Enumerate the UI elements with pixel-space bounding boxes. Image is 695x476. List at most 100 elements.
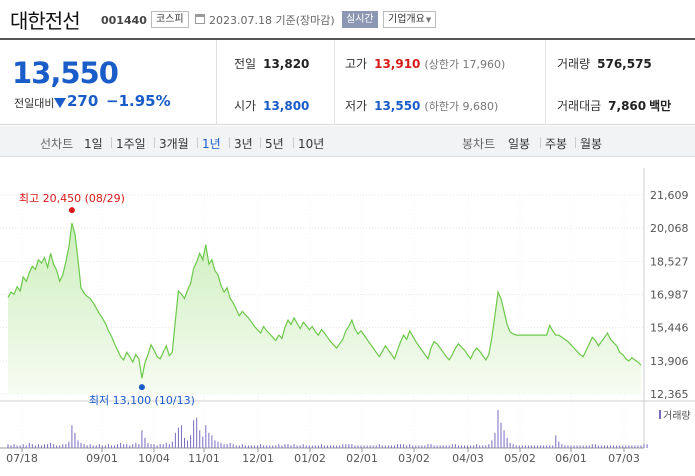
stat-open: 시가 13,800 — [234, 97, 309, 114]
volume-bar — [89, 444, 91, 448]
volume-bar — [418, 445, 420, 448]
stat-prev-close: 전일 13,820 — [234, 55, 309, 72]
volume-bar — [311, 445, 313, 448]
period-item[interactable]: 5년 — [265, 137, 284, 151]
candle-item[interactable]: 일봉 — [508, 137, 531, 151]
volume-bar — [463, 445, 465, 448]
period-item[interactable]: 10년 — [298, 137, 325, 151]
volume-bar — [232, 444, 234, 448]
volume-bar — [293, 444, 295, 448]
volume-bar — [180, 425, 182, 448]
volume-bar — [53, 444, 55, 448]
volume-bar — [196, 417, 198, 448]
volume-bar — [202, 436, 204, 448]
volume-bar — [47, 444, 49, 448]
volume-bar — [37, 444, 39, 448]
volume-bar — [506, 437, 508, 448]
volume-bar — [211, 435, 213, 448]
volume-bar — [393, 445, 395, 448]
stat-label: 전일 — [234, 57, 257, 71]
volume-bar — [384, 445, 386, 448]
volume-bar — [357, 445, 359, 448]
volume-bar — [135, 442, 137, 448]
volume-bar — [156, 445, 158, 448]
current-price-box: 13,550 전일대비 270 −1.95% — [0, 40, 217, 125]
period-item[interactable]: 3년 — [234, 137, 253, 151]
period-item[interactable]: 1일 — [84, 137, 103, 151]
volume-bar — [299, 445, 301, 448]
line-chart-label: 선차트 — [40, 137, 74, 151]
period-separator — [260, 137, 261, 148]
volume-bar — [460, 445, 462, 448]
volume-bar — [314, 445, 316, 448]
lower-limit: (하한가 9,680) — [424, 100, 499, 113]
volume-bar — [260, 444, 262, 448]
volume-bar — [607, 445, 609, 448]
volume-bar — [366, 445, 368, 448]
x-tick-label: 06/01 — [555, 452, 587, 465]
stat-volume: 거래량 576,575 — [557, 55, 652, 72]
volume-bar — [436, 445, 438, 448]
volume-bar — [80, 442, 82, 448]
change-rate: −1.95% — [106, 92, 171, 110]
candle-chart-label: 봉차트 — [462, 137, 496, 151]
volume-bar — [628, 445, 630, 448]
volume-bar — [257, 445, 259, 448]
volume-bar — [296, 445, 298, 448]
volume-bar — [412, 445, 414, 448]
down-arrow-icon — [54, 98, 66, 108]
stat-value: 13,800 — [263, 99, 310, 113]
high-label: 최고 20,450 (08/29) — [19, 192, 125, 205]
volume-bar — [588, 445, 590, 448]
x-tick-label: 04/03 — [452, 452, 484, 465]
volume-bar — [287, 444, 289, 448]
volume-bar — [187, 440, 189, 448]
volume-bar — [220, 442, 222, 448]
volume-bar — [153, 444, 155, 448]
volume-bar — [403, 444, 405, 448]
volume-bar — [372, 445, 374, 448]
stat-label: 시가 — [234, 99, 257, 113]
realtime-button[interactable]: 실시간 — [342, 11, 378, 28]
period-separator — [229, 137, 230, 148]
price-change: 270 — [67, 92, 99, 110]
volume-bar — [250, 445, 252, 448]
volume-bar — [537, 445, 539, 448]
column-divider — [334, 40, 335, 125]
volume-bar — [616, 445, 618, 448]
volume-bar — [123, 444, 125, 448]
volume-bar — [324, 445, 325, 448]
volume-bar — [199, 430, 201, 448]
volume-bar — [631, 445, 633, 448]
period-item[interactable]: 1주일 — [116, 137, 146, 151]
volume-bar — [254, 445, 256, 448]
period-separator — [540, 137, 541, 148]
volume-bar — [50, 442, 52, 448]
volume-bar — [13, 444, 15, 448]
volume-bar — [485, 445, 487, 448]
company-overview-dropdown[interactable]: 기업개요▼ — [383, 11, 437, 28]
volume-bar — [552, 445, 554, 448]
stat-high: 고가 13,910 (상한가 17,960) — [345, 55, 505, 72]
period-item[interactable]: 3개월 — [159, 137, 189, 151]
volume-bar — [214, 440, 216, 448]
volume-bar — [424, 445, 426, 448]
volume-bar — [129, 445, 131, 448]
volume-bar — [421, 445, 423, 448]
volume-bar — [488, 444, 490, 448]
market-badge: 코스피 — [151, 11, 189, 28]
volume-bar — [120, 442, 122, 448]
candle-item[interactable]: 월봉 — [580, 137, 603, 151]
volume-bar — [622, 445, 624, 448]
stat-label: 저가 — [345, 99, 368, 113]
x-tick-label: 11/01 — [188, 452, 220, 465]
volume-bar — [570, 445, 572, 448]
price-area — [8, 223, 641, 394]
volume-bar — [533, 445, 535, 448]
base-date: 2023.07.18 기준(장마감) — [209, 14, 335, 27]
price-chart: 21,609 20,068 18,527 16,987 15,446 13,906 12,3… — [0, 168, 695, 476]
volume-bar — [266, 445, 268, 448]
x-tick-label: 03/02 — [398, 452, 430, 465]
period-item[interactable]: 1년 — [202, 137, 221, 151]
candle-item[interactable]: 주봉 — [545, 137, 568, 151]
